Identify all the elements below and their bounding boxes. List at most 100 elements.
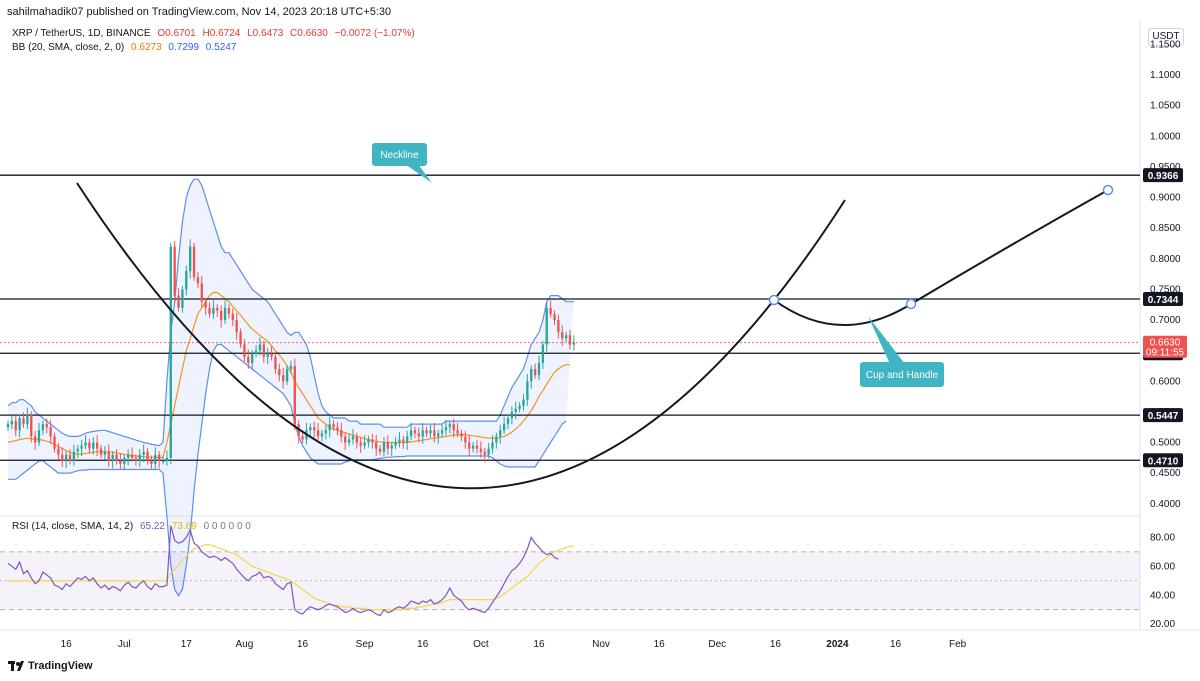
candle-body-25 — [103, 451, 107, 455]
cup-handle-callout[interactable] — [860, 362, 944, 387]
candle-body-115 — [452, 424, 455, 431]
change-value: −0.0072 (−1.07%) — [334, 28, 415, 39]
candle-body-16 — [68, 454, 72, 461]
candle-body-76 — [301, 436, 304, 440]
time-tick-14: 16 — [890, 639, 902, 650]
bb-upper-line — [7, 178, 574, 447]
candle-body-42 — [169, 246, 172, 458]
candle-body-71 — [282, 375, 285, 382]
candle-body-49 — [196, 277, 200, 284]
candle-body-34 — [138, 454, 141, 461]
candle-body-19 — [80, 445, 83, 449]
candle-body-15 — [64, 454, 68, 461]
candle-body-84 — [332, 424, 335, 428]
candle-body-136 — [533, 369, 537, 376]
candle-body-23 — [95, 442, 99, 449]
candle-body-127 — [499, 430, 502, 437]
candle-body-125 — [491, 442, 494, 449]
price-tick-15: 0.4000 — [1150, 499, 1181, 510]
candle-body-56 — [223, 307, 227, 321]
candle-body-21 — [88, 442, 91, 449]
handle-curve — [773, 189, 1109, 327]
candle-body-68 — [270, 353, 273, 357]
candle-body-99 — [390, 445, 393, 449]
neckline-callout[interactable] — [372, 143, 427, 166]
candle-body-146 — [572, 342, 576, 345]
candle-body-117 — [460, 433, 463, 437]
candle-body-103 — [406, 436, 409, 443]
time-tick-10: 16 — [654, 639, 666, 650]
price-tick-2: 1.0500 — [1150, 101, 1181, 112]
level-badge-text-3: 0.5447 — [1148, 411, 1179, 422]
candle-body-12 — [53, 436, 56, 449]
neckline-callout-pointer — [405, 164, 432, 183]
candle-body-38 — [154, 454, 157, 464]
level-badge-text-1: 0.7344 — [1148, 295, 1179, 306]
candle-body-141 — [553, 313, 556, 321]
candle-body-45 — [181, 289, 184, 308]
candle-body-9 — [41, 424, 45, 431]
bb-upper-value: 0.7299 — [168, 42, 200, 53]
candle-body-69 — [274, 356, 277, 370]
candle-body-105 — [413, 430, 417, 434]
candle-body-87 — [344, 436, 347, 443]
candle-body-59 — [235, 320, 238, 333]
candle-body-78 — [309, 427, 312, 431]
candle-body-95 — [375, 442, 378, 449]
candle-body-43 — [173, 246, 176, 296]
candle-body-82 — [324, 430, 327, 434]
anchor-point-1[interactable] — [768, 294, 780, 306]
candle-body-33 — [134, 457, 138, 461]
time-axis[interactable]: 16 Jul 17 Aug 16 Sep 16 Oct 16 Nov 16 Dec 16 2024 16 Fe… — [61, 639, 967, 650]
candle-body-130 — [510, 411, 514, 419]
price-tick-13: 0.5000 — [1150, 438, 1181, 449]
level-badge-3 — [1143, 408, 1183, 423]
candle-body-51 — [204, 301, 207, 308]
bb-legend: BB (20, SMA, close, 2, 0) 0.6273 0.7299 … — [12, 42, 240, 53]
candle-body-57 — [227, 307, 231, 314]
candle-body-20 — [84, 442, 87, 446]
price-tick-0: 1.1500 — [1150, 39, 1181, 50]
candle-body-47 — [189, 246, 192, 272]
candle-body-31 — [126, 454, 130, 458]
candle-body-114 — [448, 424, 452, 428]
price-axis[interactable]: 1.1500 1.1000 1.0500 1.0000 0.9500 0.9000 0.85… — [1150, 39, 1181, 509]
level-badge-1 — [1143, 291, 1183, 306]
cup-handle-callout-pointer — [868, 316, 905, 364]
candle-body-27 — [111, 454, 114, 461]
time-tick-13: 2024 — [826, 639, 849, 650]
neckline-callout-text: Neckline — [380, 150, 419, 161]
candle-body-58 — [231, 313, 234, 321]
candle-body-144 — [564, 335, 568, 339]
anchor-point-2[interactable] — [905, 298, 917, 310]
level-badge-0 — [1143, 168, 1183, 183]
rsi-tick-0: 80.00 — [1150, 532, 1175, 543]
candle-body-5 — [26, 414, 29, 425]
candle-body-91 — [359, 442, 362, 446]
currency-selector[interactable]: USDT — [1148, 28, 1184, 46]
anchor-point-3[interactable] — [1102, 184, 1114, 196]
candlesticks — [6, 239, 576, 471]
candle-body-63 — [251, 353, 254, 363]
candle-body-143 — [561, 332, 564, 339]
candle-body-3 — [18, 418, 21, 431]
rsi-line — [7, 525, 559, 617]
candle-body-135 — [530, 369, 533, 382]
candle-body-2 — [14, 421, 17, 431]
tradingview-logo[interactable]: TradingView — [8, 660, 93, 672]
horizontal-levels — [0, 174, 1140, 461]
price-tick-1: 1.1000 — [1150, 70, 1181, 81]
candle-body-121 — [475, 445, 479, 449]
candle-body-112 — [440, 430, 444, 434]
candle-body-0 — [6, 424, 10, 428]
time-tick-4: 16 — [297, 639, 309, 650]
candle-body-44 — [177, 295, 180, 308]
time-tick-12: 16 — [770, 639, 782, 650]
candle-body-60 — [239, 332, 242, 345]
candle-body-40 — [161, 460, 165, 462]
rsi-ma-line — [8, 543, 574, 611]
price-tick-9: 0.7000 — [1150, 315, 1181, 326]
candle-body-66 — [262, 344, 265, 357]
candle-body-140 — [549, 307, 552, 314]
candle-body-137 — [537, 362, 541, 376]
